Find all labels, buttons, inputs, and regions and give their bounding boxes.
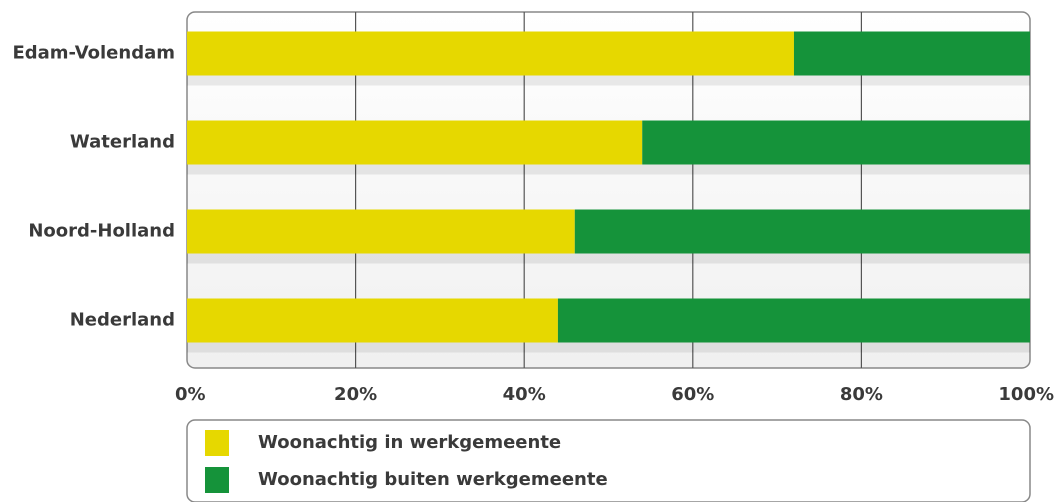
plot-frame: [186, 11, 1031, 369]
x-tick-label: 100%: [998, 384, 1054, 405]
y-tick-label: Noord-Holland: [28, 221, 175, 242]
bar: [187, 31, 794, 76]
bar-shadow: [187, 253, 1030, 264]
y-tick-label: Nederland: [70, 310, 175, 331]
legend-swatch: [205, 430, 229, 456]
bar: [642, 120, 1030, 165]
y-tick-label: Edam-Volendam: [12, 43, 175, 64]
legend-swatch: [205, 467, 229, 493]
bar-shadow: [187, 75, 1030, 86]
bar-shadow: [187, 342, 1030, 353]
bar-shadow: [187, 164, 1030, 175]
x-tick-label: 0%: [175, 384, 206, 405]
x-tick-label: 20%: [334, 384, 377, 405]
legend-label: Woonachtig in werkgemeente: [258, 432, 561, 453]
bar: [793, 31, 1030, 76]
y-tick-label: Waterland: [70, 132, 175, 153]
legend-frame: [186, 419, 1031, 502]
bar: [187, 209, 575, 254]
x-tick-label: 40%: [503, 384, 546, 405]
bar: [574, 209, 1030, 254]
legend-label: Woonachtig buiten werkgemeente: [258, 469, 608, 490]
bar: [187, 120, 643, 165]
x-tick-label: 80%: [840, 384, 883, 405]
bar: [557, 298, 1030, 343]
x-tick-label: 60%: [671, 384, 714, 405]
bar: [187, 298, 558, 343]
